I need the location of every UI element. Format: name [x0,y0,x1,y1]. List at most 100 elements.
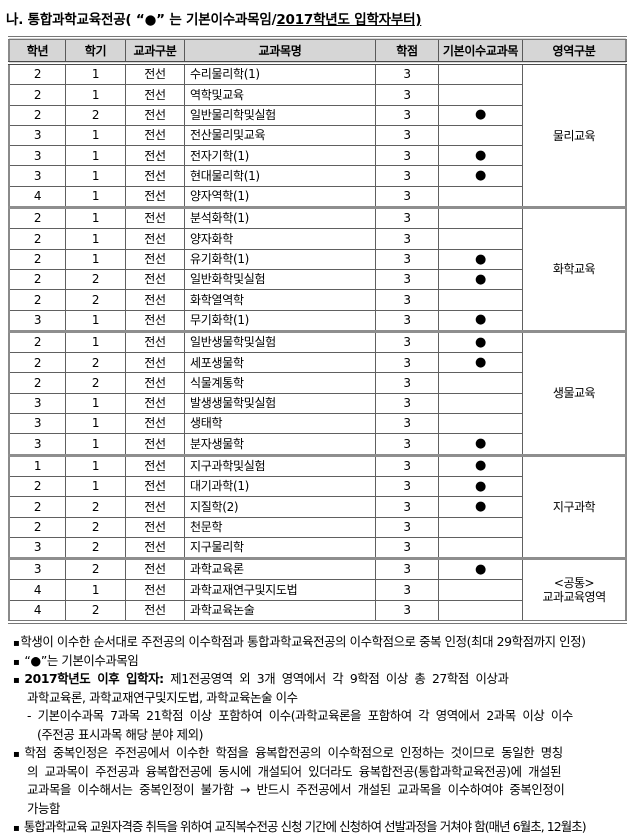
course-name-cell: 과학교재연구및지도법 [184,579,376,601]
note-line: 과학교육론, 과학교재연구및지도법, 과학교육논술 이수 [13,689,637,708]
category-cell: 전선 [125,145,185,167]
area-cell: 물리교육 [522,62,627,209]
grade-cell: 4 [8,599,66,623]
area-cell: 화학교육 [522,206,627,332]
category-cell: 전선 [125,289,185,311]
note-line: - 기본이수과목 7과목 21학점 이상 포함하여 이수(과학교육론을 포함하여… [13,707,637,726]
note-line: 가능함 [13,800,637,819]
grade-cell: 3 [8,124,66,147]
note-line: ▪ 통합과학교육 교원자격증 취득을 위하여 교직복수전공 신청 기간에 신청하여… [13,818,637,837]
credits-cell: 3 [375,289,439,311]
course-name-cell: 천문학 [184,516,376,538]
basic-course-bullet-icon: ● [438,309,523,332]
grade-cell: 2 [8,62,66,86]
basic-course-marker-cell [438,413,523,435]
course-name-cell: 일반생물학및실험 [184,329,376,354]
category-cell: 전선 [125,124,185,147]
semester-cell: 2 [65,599,126,623]
note-bold-label: 2017학년도 이후 입학자: [24,671,164,687]
credits-cell: 3 [375,84,439,106]
credits-cell: 3 [375,496,439,518]
course-name-cell: 전산물리및교육 [184,124,376,147]
course-name-cell: 과학교육론 [184,557,376,581]
category-cell: 전선 [125,104,185,126]
course-name-cell: 세포생물학 [184,352,376,374]
basic-course-marker-cell [438,289,523,311]
credits-cell: 3 [375,206,439,230]
basic-course-marker-cell [438,516,523,538]
credits-cell: 3 [375,228,439,250]
course-name-cell: 생태학 [184,413,376,435]
semester-cell: 1 [65,329,126,354]
col-header-semester: 학기 [65,37,126,65]
basic-course-marker-cell [438,84,523,106]
table-row: 2 2 전선 화학열역학 3 [8,289,626,311]
category-cell: 전선 [125,228,185,250]
table-row: 1 1 전선 지구과학및실험 3 ● 지구과학 [8,453,627,560]
category-cell: 전선 [125,392,185,415]
category-cell: 전선 [125,453,185,477]
basic-course-bullet-icon: ● [438,352,523,374]
table-row: 2 1 전선 역학및교육 3 [8,84,626,106]
semester-cell: 1 [65,165,126,187]
basic-course-bullet-icon: ● [438,475,523,498]
table-row: 2 2 전선 식물계통학 3 [8,372,626,394]
basic-course-marker-cell [438,392,523,415]
course-name-cell: 양자역학(1) [184,185,376,209]
course-name-cell: 현대물리학(1) [184,165,376,187]
semester-cell: 1 [65,62,126,86]
credits-cell: 3 [375,104,439,126]
credits-cell: 3 [375,579,439,601]
basic-course-marker-cell [438,599,523,623]
credits-cell: 3 [375,309,439,332]
credits-cell: 3 [375,475,439,498]
semester-cell: 2 [65,557,126,581]
category-cell: 전선 [125,248,185,270]
credits-cell: 3 [375,557,439,581]
category-cell: 전선 [125,516,185,538]
col-header-credits: 학점 [375,37,439,65]
note-text: 의 교과목이 주전공과 융복합전공에 동시에 개설되어 있더라도 융복합전공(통… [27,763,562,779]
semester-cell: 1 [65,475,126,498]
grade-cell: 1 [8,453,66,477]
credits-cell: 3 [375,62,439,86]
grade-cell: 2 [8,206,66,230]
table-row: 2 2 전선 일반물리학및실험 3 ● [8,104,626,126]
basic-course-bullet-icon: ● [438,329,523,354]
semester-cell: 1 [65,124,126,147]
col-header-area: 영역구분 [522,37,627,65]
grade-cell: 4 [8,579,66,601]
grade-cell: 2 [8,248,66,270]
semester-cell: 2 [65,536,126,560]
category-cell: 전선 [125,165,185,187]
category-cell: 전선 [125,413,185,435]
col-header-basic-course: 기본이수교과목 [438,37,523,65]
credits-cell: 3 [375,536,439,560]
grade-cell: 2 [8,289,66,311]
semester-cell: 1 [65,206,126,230]
semester-cell: 1 [65,228,126,250]
grade-cell: 3 [8,536,66,560]
semester-cell: 1 [65,579,126,601]
category-cell: 전선 [125,62,185,86]
grade-cell: 2 [8,372,66,394]
course-name-cell: 발생생물학및실험 [184,392,376,415]
course-name-cell: 대기과학(1) [184,475,376,498]
note-line: ▪ 2017학년도 이후 입학자: 제1전공영역 외 3개 영역에서 각 9학점 … [13,670,637,689]
category-cell: 전선 [125,475,185,498]
table-row: 3 2 전선 과학교육론 3 ● <공통> 교과교육영역 [8,557,627,623]
basic-course-marker-cell [438,185,523,209]
course-name-cell: 역학및교육 [184,84,376,106]
category-cell: 전선 [125,206,185,230]
basic-course-bullet-icon: ● [438,145,523,167]
category-cell: 전선 [125,557,185,581]
credits-cell: 3 [375,599,439,623]
semester-cell: 1 [65,185,126,209]
grade-cell: 2 [8,268,66,291]
credits-cell: 3 [375,352,439,374]
square-bullet-icon: ▪ [13,638,20,650]
grade-cell: 2 [8,104,66,126]
course-name-cell: 무기화학(1) [184,309,376,332]
semester-cell: 1 [65,453,126,477]
basic-course-marker-cell [438,228,523,250]
